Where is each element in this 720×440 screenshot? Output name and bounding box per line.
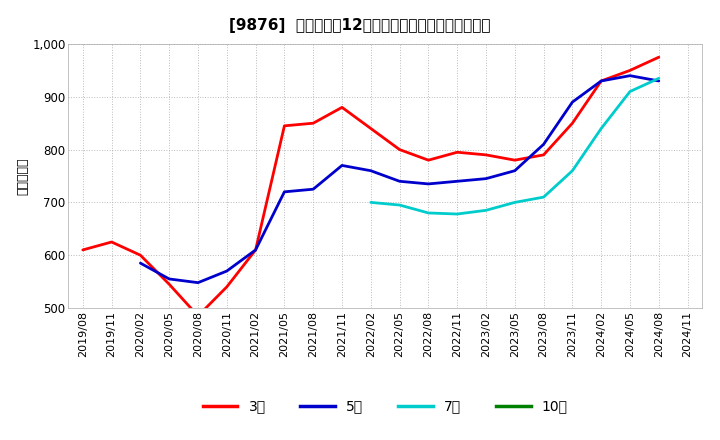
3年 [453, 150, 462, 155]
3年 [136, 253, 145, 258]
7年 [626, 89, 634, 94]
Y-axis label: （百万円）: （百万円） [17, 157, 30, 195]
7年 [510, 200, 519, 205]
5年 [510, 168, 519, 173]
5年 [338, 163, 346, 168]
5年 [626, 73, 634, 78]
3年 [78, 247, 87, 253]
3年 [251, 247, 260, 253]
Line: 3年: 3年 [83, 57, 659, 316]
7年 [654, 76, 663, 81]
5年 [251, 247, 260, 253]
3年 [568, 121, 577, 126]
5年 [366, 168, 375, 173]
Legend: 3年, 5年, 7年, 10年: 3年, 5年, 7年, 10年 [197, 394, 573, 419]
5年 [482, 176, 490, 181]
3年 [626, 68, 634, 73]
7年 [539, 194, 548, 200]
3年 [194, 313, 202, 319]
7年 [366, 200, 375, 205]
3年 [309, 121, 318, 126]
Text: [9876]  当期純利益12か月移動合計の標準偏差の推移: [9876] 当期純利益12か月移動合計の標準偏差の推移 [229, 18, 491, 33]
7年 [597, 126, 606, 131]
5年 [597, 78, 606, 84]
5年 [568, 99, 577, 105]
3年 [338, 105, 346, 110]
Line: 5年: 5年 [140, 76, 659, 282]
5年 [194, 280, 202, 285]
3年 [222, 284, 231, 290]
3年 [165, 282, 174, 287]
7年 [568, 168, 577, 173]
5年 [222, 268, 231, 274]
3年 [654, 55, 663, 60]
5年 [395, 179, 404, 184]
5年 [453, 179, 462, 184]
7年 [424, 210, 433, 216]
5年 [654, 78, 663, 84]
5年 [165, 276, 174, 282]
5年 [424, 181, 433, 187]
5年 [280, 189, 289, 194]
Line: 7年: 7年 [371, 78, 659, 214]
3年 [539, 152, 548, 158]
5年 [136, 260, 145, 266]
7年 [453, 211, 462, 216]
5年 [309, 187, 318, 192]
3年 [482, 152, 490, 158]
3年 [280, 123, 289, 128]
5年 [539, 142, 548, 147]
3年 [510, 158, 519, 163]
3年 [395, 147, 404, 152]
3年 [424, 158, 433, 163]
7年 [482, 208, 490, 213]
3年 [597, 78, 606, 84]
3年 [107, 239, 116, 245]
3年 [366, 126, 375, 131]
7年 [395, 202, 404, 208]
